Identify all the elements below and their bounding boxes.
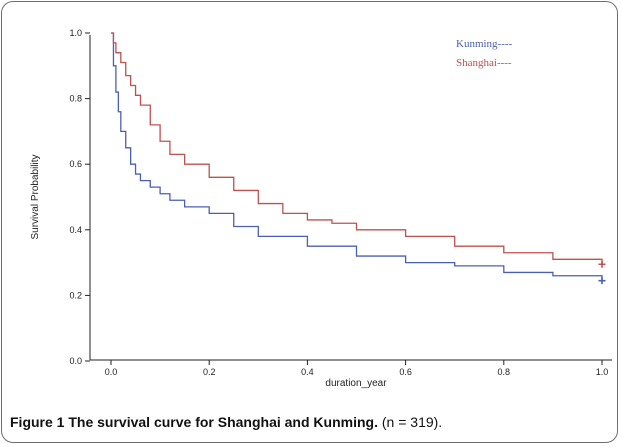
- x-tick-label: 0.2: [203, 367, 216, 377]
- y-tick-label: 0.6: [69, 159, 82, 169]
- caption-title: The survival curve for Shanghai and Kunm…: [68, 414, 378, 430]
- x-axis-label: duration_year: [325, 378, 387, 389]
- figure-caption: Figure 1 The survival curve for Shanghai…: [10, 414, 614, 430]
- y-axis-label: Survival Probability: [30, 154, 41, 239]
- caption-label: Figure 1: [10, 414, 65, 430]
- x-tick-label: 0.8: [498, 367, 511, 377]
- y-tick-label: 0.0: [69, 356, 82, 366]
- y-tick-label: 1.0: [69, 28, 82, 38]
- x-tick-label: 0.4: [301, 367, 314, 377]
- chart-axes: [89, 35, 612, 361]
- y-tick-label: 0.2: [69, 290, 82, 300]
- censor-marker: [598, 277, 606, 285]
- x-tick-label: 0.0: [105, 367, 118, 377]
- y-tick-label: 0.8: [69, 94, 82, 104]
- survival-curve-shanghai: [111, 32, 603, 265]
- x-tick-label: 0.6: [399, 367, 412, 377]
- censor-marker: [598, 260, 606, 268]
- x-tick-label: 1.0: [596, 367, 609, 377]
- y-tick-label: 0.4: [69, 225, 82, 235]
- legend-shanghai: Shanghai----: [456, 57, 512, 69]
- caption-note: (n = 319).: [381, 414, 443, 430]
- legend-kunming: Kunming----: [456, 38, 513, 50]
- survival-curve-kunming: [111, 32, 603, 281]
